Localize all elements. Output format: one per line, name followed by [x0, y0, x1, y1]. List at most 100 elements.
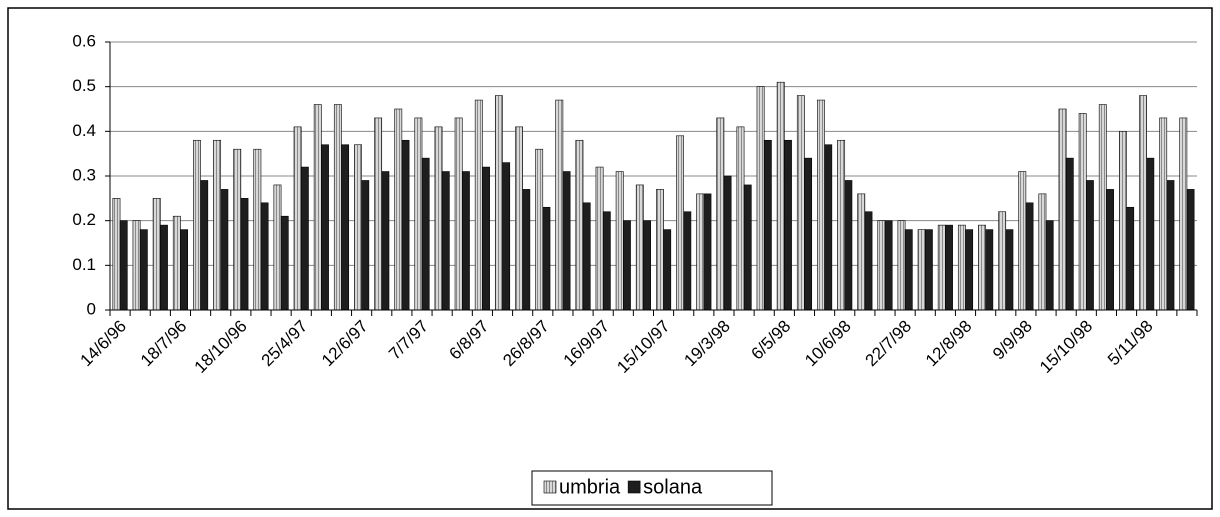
bar: [374, 117, 383, 311]
bar: [784, 139, 792, 311]
bar: [321, 144, 329, 311]
bar: [824, 144, 833, 311]
bar: [703, 193, 712, 311]
bar: [240, 198, 249, 311]
x-tick-label: 18/10/96: [191, 317, 251, 377]
bar: [1005, 229, 1014, 311]
bar: [917, 229, 926, 311]
bar: [1118, 131, 1127, 311]
bar: [663, 229, 672, 311]
legend-label: umbria: [559, 476, 621, 498]
legend: umbria solana: [531, 470, 773, 506]
legend-box: [531, 470, 773, 506]
bar: [535, 148, 544, 311]
bar: [623, 220, 631, 311]
bar: [172, 215, 181, 311]
bar: [743, 184, 752, 311]
bar: [1065, 157, 1074, 311]
y-tick-label: 0.3: [72, 165, 96, 184]
bar: [763, 139, 772, 311]
bar: [683, 211, 692, 311]
bar: [454, 117, 463, 311]
bar: [414, 117, 423, 311]
bar: [1186, 189, 1195, 311]
bar: [1146, 157, 1155, 311]
bar: [180, 229, 189, 311]
bar: [595, 166, 604, 311]
bar: [401, 139, 410, 311]
legend-swatch: [543, 480, 557, 494]
bar: [253, 148, 262, 311]
bar: [1098, 104, 1107, 311]
x-tick-label: 15/10/98: [1036, 317, 1096, 377]
bar: [273, 184, 282, 311]
bar: [1078, 113, 1087, 311]
bar: [635, 184, 644, 311]
bar: [474, 99, 483, 311]
bar: [844, 180, 853, 311]
bar: [716, 117, 725, 311]
bar: [756, 86, 765, 311]
bar: [1045, 220, 1054, 311]
bar: [1038, 193, 1047, 311]
x-tick-label: 14/6/96: [77, 317, 131, 371]
bar: [945, 224, 953, 311]
y-tick-label: 0.2: [72, 210, 96, 229]
bar: [213, 139, 222, 311]
bar: [119, 220, 128, 311]
y-tick-label: 0.1: [72, 255, 96, 274]
x-tick-label: 9/9/98: [989, 317, 1036, 364]
bar: [615, 171, 624, 311]
bar: [132, 220, 141, 311]
bar: [152, 198, 161, 311]
bar: [978, 224, 986, 311]
bar: [1139, 95, 1147, 311]
x-tick-label: 5/11/98: [1104, 317, 1157, 370]
x-tick-label: 16/9/97: [560, 317, 614, 371]
bar: [260, 202, 269, 311]
x-tick-label: 10/6/98: [801, 317, 855, 371]
bar: [676, 135, 684, 311]
bar: [897, 220, 906, 311]
frame: [7, 7, 1213, 510]
bar: [1126, 206, 1135, 311]
bar: [736, 126, 745, 311]
bar: [1179, 117, 1188, 311]
bar: [656, 189, 664, 311]
bar: [333, 104, 342, 311]
bar: [421, 157, 430, 311]
x-tick-label: 12/8/98: [922, 317, 976, 371]
bar: [361, 180, 370, 311]
bar: [522, 189, 531, 311]
bar: [776, 81, 785, 311]
bar: [817, 99, 825, 311]
y-tick-label: 0.6: [72, 31, 96, 50]
bar: [381, 171, 390, 311]
bar: [864, 211, 873, 311]
bar: [193, 139, 201, 311]
bar: [924, 229, 933, 311]
bar: [300, 166, 309, 311]
bar: [200, 180, 209, 311]
y-tick-label: 0.5: [72, 76, 96, 95]
x-tick-label: 19/3/98: [680, 317, 734, 371]
bar: [575, 139, 584, 311]
bar: [643, 220, 651, 311]
bar: [1106, 189, 1114, 311]
bar: [985, 229, 994, 311]
x-tick-label: 22/7/98: [862, 317, 916, 371]
bar: [441, 171, 450, 311]
x-tick-label: 18/7/96: [137, 317, 191, 371]
y-tick-label: 0.4: [72, 121, 96, 140]
bar: [804, 157, 813, 311]
bar: [220, 189, 229, 311]
bar: [957, 224, 966, 311]
bar: [904, 229, 913, 311]
bar: [937, 224, 946, 311]
bar: [965, 229, 974, 311]
bar: [482, 166, 490, 311]
bar: [313, 104, 322, 311]
bar: [280, 215, 289, 311]
bar: [796, 95, 805, 311]
x-tick-label: 12/6/97: [318, 317, 372, 371]
